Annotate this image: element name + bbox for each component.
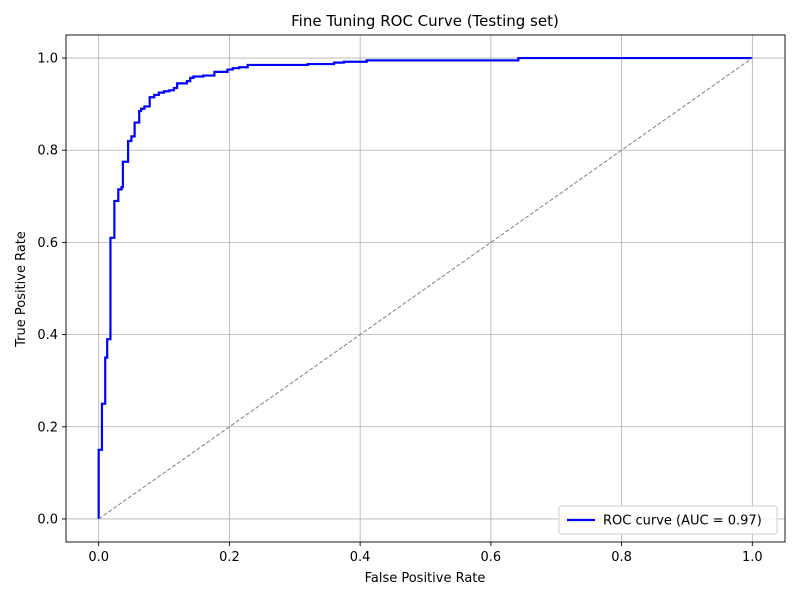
y-tick-label: 1.0 [37,52,58,67]
x-tick-label: 0.0 [88,550,109,565]
legend-box [558,505,778,535]
legend-label: ROC curve (AUC = 0.97) [603,514,762,529]
y-tick-label: 0.0 [37,512,58,527]
x-axis-label: False Positive Rate [365,571,486,586]
x-tick-label: 0.4 [350,550,371,565]
y-tick-label: 0.4 [37,328,58,343]
legend: ROC curve (AUC = 0.97) [558,505,778,535]
y-tick-label: 0.2 [37,420,58,435]
x-tick-label: 0.2 [219,550,240,565]
axes: 0.0 0.2 0.4 0.6 0.8 1.0 0.0 0.2 0.4 0.6 0.8 1.0 [37,34,786,565]
axes-frame [65,34,786,543]
x-tick-label: 0.8 [611,550,632,565]
x-tick-label: 0.6 [481,550,502,565]
chart-title: Fine Tuning ROC Curve (Testing set) [291,12,559,30]
y-tick-label: 0.6 [37,236,58,251]
y-tick-label: 0.8 [37,144,58,159]
chance-line [98,57,753,520]
grid-lines [66,35,785,542]
x-tick-label: 1.0 [742,550,763,565]
plot-area [97,56,753,520]
y-axis-label: True Positive Rate [14,231,29,348]
roc-curve-line [97,56,753,519]
